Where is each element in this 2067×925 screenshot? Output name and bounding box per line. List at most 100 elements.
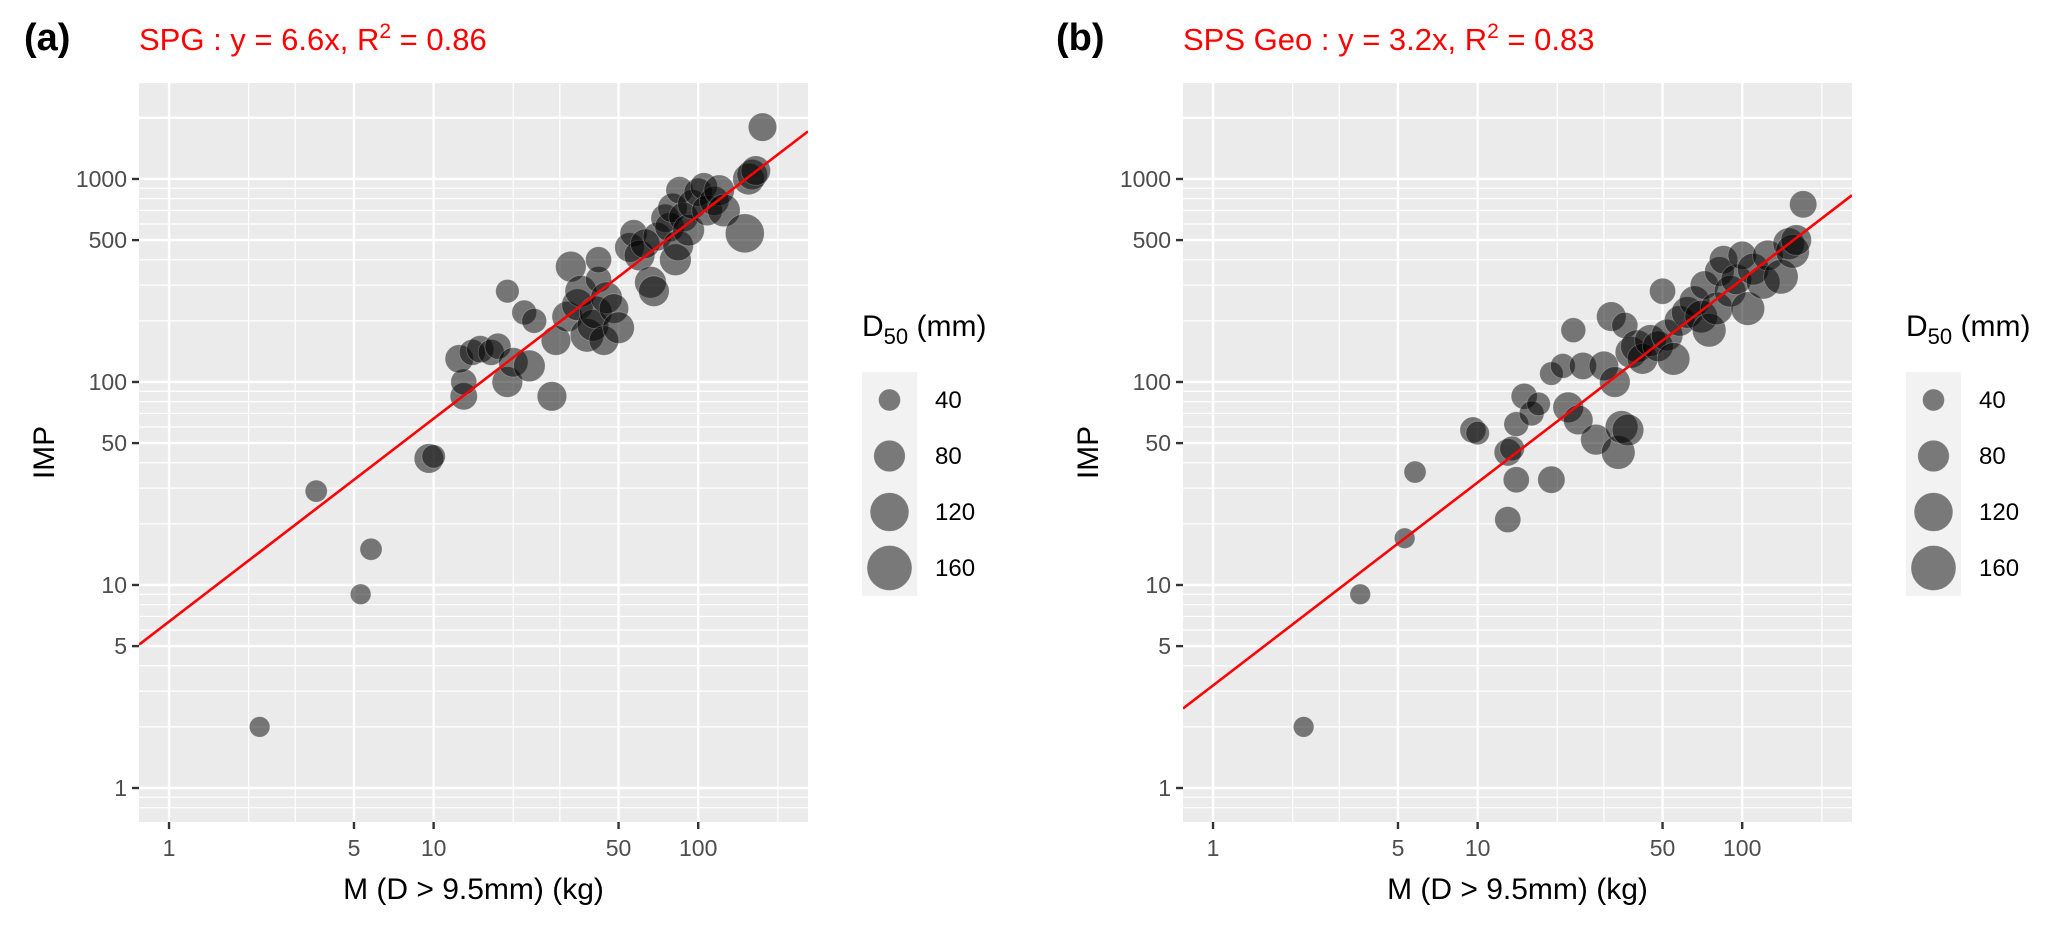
chart-title-prefix: SPG : y = 6.6x, R xyxy=(139,22,379,57)
data-point xyxy=(1649,277,1676,305)
legend-key xyxy=(1913,492,1954,532)
y-tick-label: 10 xyxy=(1145,572,1171,598)
data-point xyxy=(1537,465,1566,494)
legend-title-main: D xyxy=(1906,310,1928,343)
data-point xyxy=(304,479,328,503)
data-point xyxy=(450,368,478,396)
chart-title-suffix: = 0.83 xyxy=(1499,22,1595,57)
chart-title-superscript: 2 xyxy=(1487,20,1499,43)
legend-key xyxy=(1922,388,1945,412)
x-tick-label: 50 xyxy=(606,835,632,861)
data-point xyxy=(1611,413,1645,447)
data-point xyxy=(513,349,546,383)
grid-major xyxy=(139,83,808,822)
data-point xyxy=(1499,435,1525,462)
y-axis: 1 5 10 50 100 500 1000 xyxy=(76,166,139,801)
y-tick-label: 500 xyxy=(1133,227,1171,253)
data-point xyxy=(585,246,612,274)
y-tick-label: 1 xyxy=(114,775,127,801)
data-point xyxy=(359,537,383,561)
x-tick-label: 50 xyxy=(1650,835,1676,861)
x-axis: 1 5 10 50 100 xyxy=(163,822,717,861)
x-axis: 1 5 10 50 100 xyxy=(1207,822,1761,861)
y-axis-title: IMP xyxy=(28,426,61,479)
data-point xyxy=(495,279,520,304)
fit-line xyxy=(1183,194,1852,710)
legend-key xyxy=(873,439,906,473)
legend-label: 40 xyxy=(1979,387,2006,414)
legend-label: 160 xyxy=(935,555,975,582)
y-tick-label: 1 xyxy=(1158,775,1171,801)
legend-label: 80 xyxy=(1979,443,2006,470)
x-tick-label: 1 xyxy=(163,835,176,861)
data-point xyxy=(638,275,670,307)
data-point xyxy=(602,311,635,344)
y-tick-label: 100 xyxy=(1133,369,1171,395)
panel-label: (b) xyxy=(1056,17,1105,59)
legend-label: 120 xyxy=(1979,499,2019,526)
panel-label: (a) xyxy=(24,17,70,59)
y-tick-label: 1000 xyxy=(76,166,127,192)
x-tick-label: 10 xyxy=(1465,835,1491,861)
y-tick-label: 50 xyxy=(1145,430,1171,456)
chart-title-superscript: 2 xyxy=(379,20,391,43)
data-point xyxy=(248,716,271,738)
data-point xyxy=(1789,190,1818,219)
panel-b: (b) SPS Geo : y = 3.2x, R2 = 0.83 1 5 10 50… xyxy=(1056,17,2030,906)
data-point xyxy=(1526,391,1551,416)
fit-line xyxy=(139,130,808,646)
y-tick-label: 10 xyxy=(101,572,127,598)
legend-key xyxy=(1910,545,1957,591)
legend-label: 120 xyxy=(935,499,975,526)
chart-title-prefix: SPS Geo : y = 3.2x, R xyxy=(1183,22,1487,57)
legend-label: 80 xyxy=(935,443,962,470)
data-point xyxy=(1494,506,1522,533)
legend: D50 (mm) 40 80 120 160 xyxy=(862,310,986,596)
y-tick-label: 100 xyxy=(89,369,127,395)
panel-a: (a) SPG : y = 6.6x, R2 = 0.86 1 5 10 50 100 … xyxy=(24,17,986,906)
legend-key xyxy=(866,545,913,591)
data-point xyxy=(521,308,547,334)
legend-key xyxy=(1917,439,1950,473)
legend-title-subscript: 50 xyxy=(1928,324,1952,349)
data-point xyxy=(1403,460,1427,484)
legend-title: D50 (mm) xyxy=(1906,310,2030,349)
data-point xyxy=(1656,342,1691,376)
x-tick-label: 10 xyxy=(421,835,447,861)
x-tick-label: 5 xyxy=(1392,835,1405,861)
legend-title-subscript: 50 xyxy=(884,324,908,349)
legend: D50 (mm) 40 80 120 160 xyxy=(1906,310,2030,596)
data-point xyxy=(1465,421,1490,446)
y-tick-label: 50 xyxy=(101,430,127,456)
x-tick-label: 100 xyxy=(679,835,717,861)
data-point xyxy=(1599,366,1631,398)
legend-title-suffix: (mm) xyxy=(1952,310,2030,343)
x-tick-label: 1 xyxy=(1207,835,1220,861)
y-axis: 1 5 10 50 100 500 1000 xyxy=(1120,166,1183,801)
x-axis-title: M (D > 9.5mm) (kg) xyxy=(1387,873,1648,906)
data-point xyxy=(747,112,778,142)
data-point xyxy=(536,381,568,412)
legend-key xyxy=(878,388,901,412)
data-point xyxy=(1292,716,1315,738)
legend-title-suffix: (mm) xyxy=(908,310,986,343)
y-axis-title: IMP xyxy=(1072,426,1105,479)
x-axis-title: M (D > 9.5mm) (kg) xyxy=(343,873,604,906)
data-point xyxy=(724,213,765,254)
chart-title-suffix: = 0.86 xyxy=(391,22,487,57)
data-point xyxy=(1502,466,1530,494)
legend-label: 40 xyxy=(935,387,962,414)
y-tick-label: 500 xyxy=(89,227,127,253)
legend-key xyxy=(869,492,910,532)
data-point xyxy=(350,583,372,605)
fit-line-group xyxy=(1183,194,1852,710)
data-point xyxy=(1560,317,1587,343)
x-tick-label: 100 xyxy=(1723,835,1761,861)
y-tick-label: 1000 xyxy=(1120,166,1171,192)
y-tick-label: 5 xyxy=(1158,633,1171,659)
legend-title-main: D xyxy=(862,310,884,343)
legend-label: 160 xyxy=(1979,555,2019,582)
y-tick-label: 5 xyxy=(114,633,127,659)
x-tick-label: 5 xyxy=(348,835,361,861)
